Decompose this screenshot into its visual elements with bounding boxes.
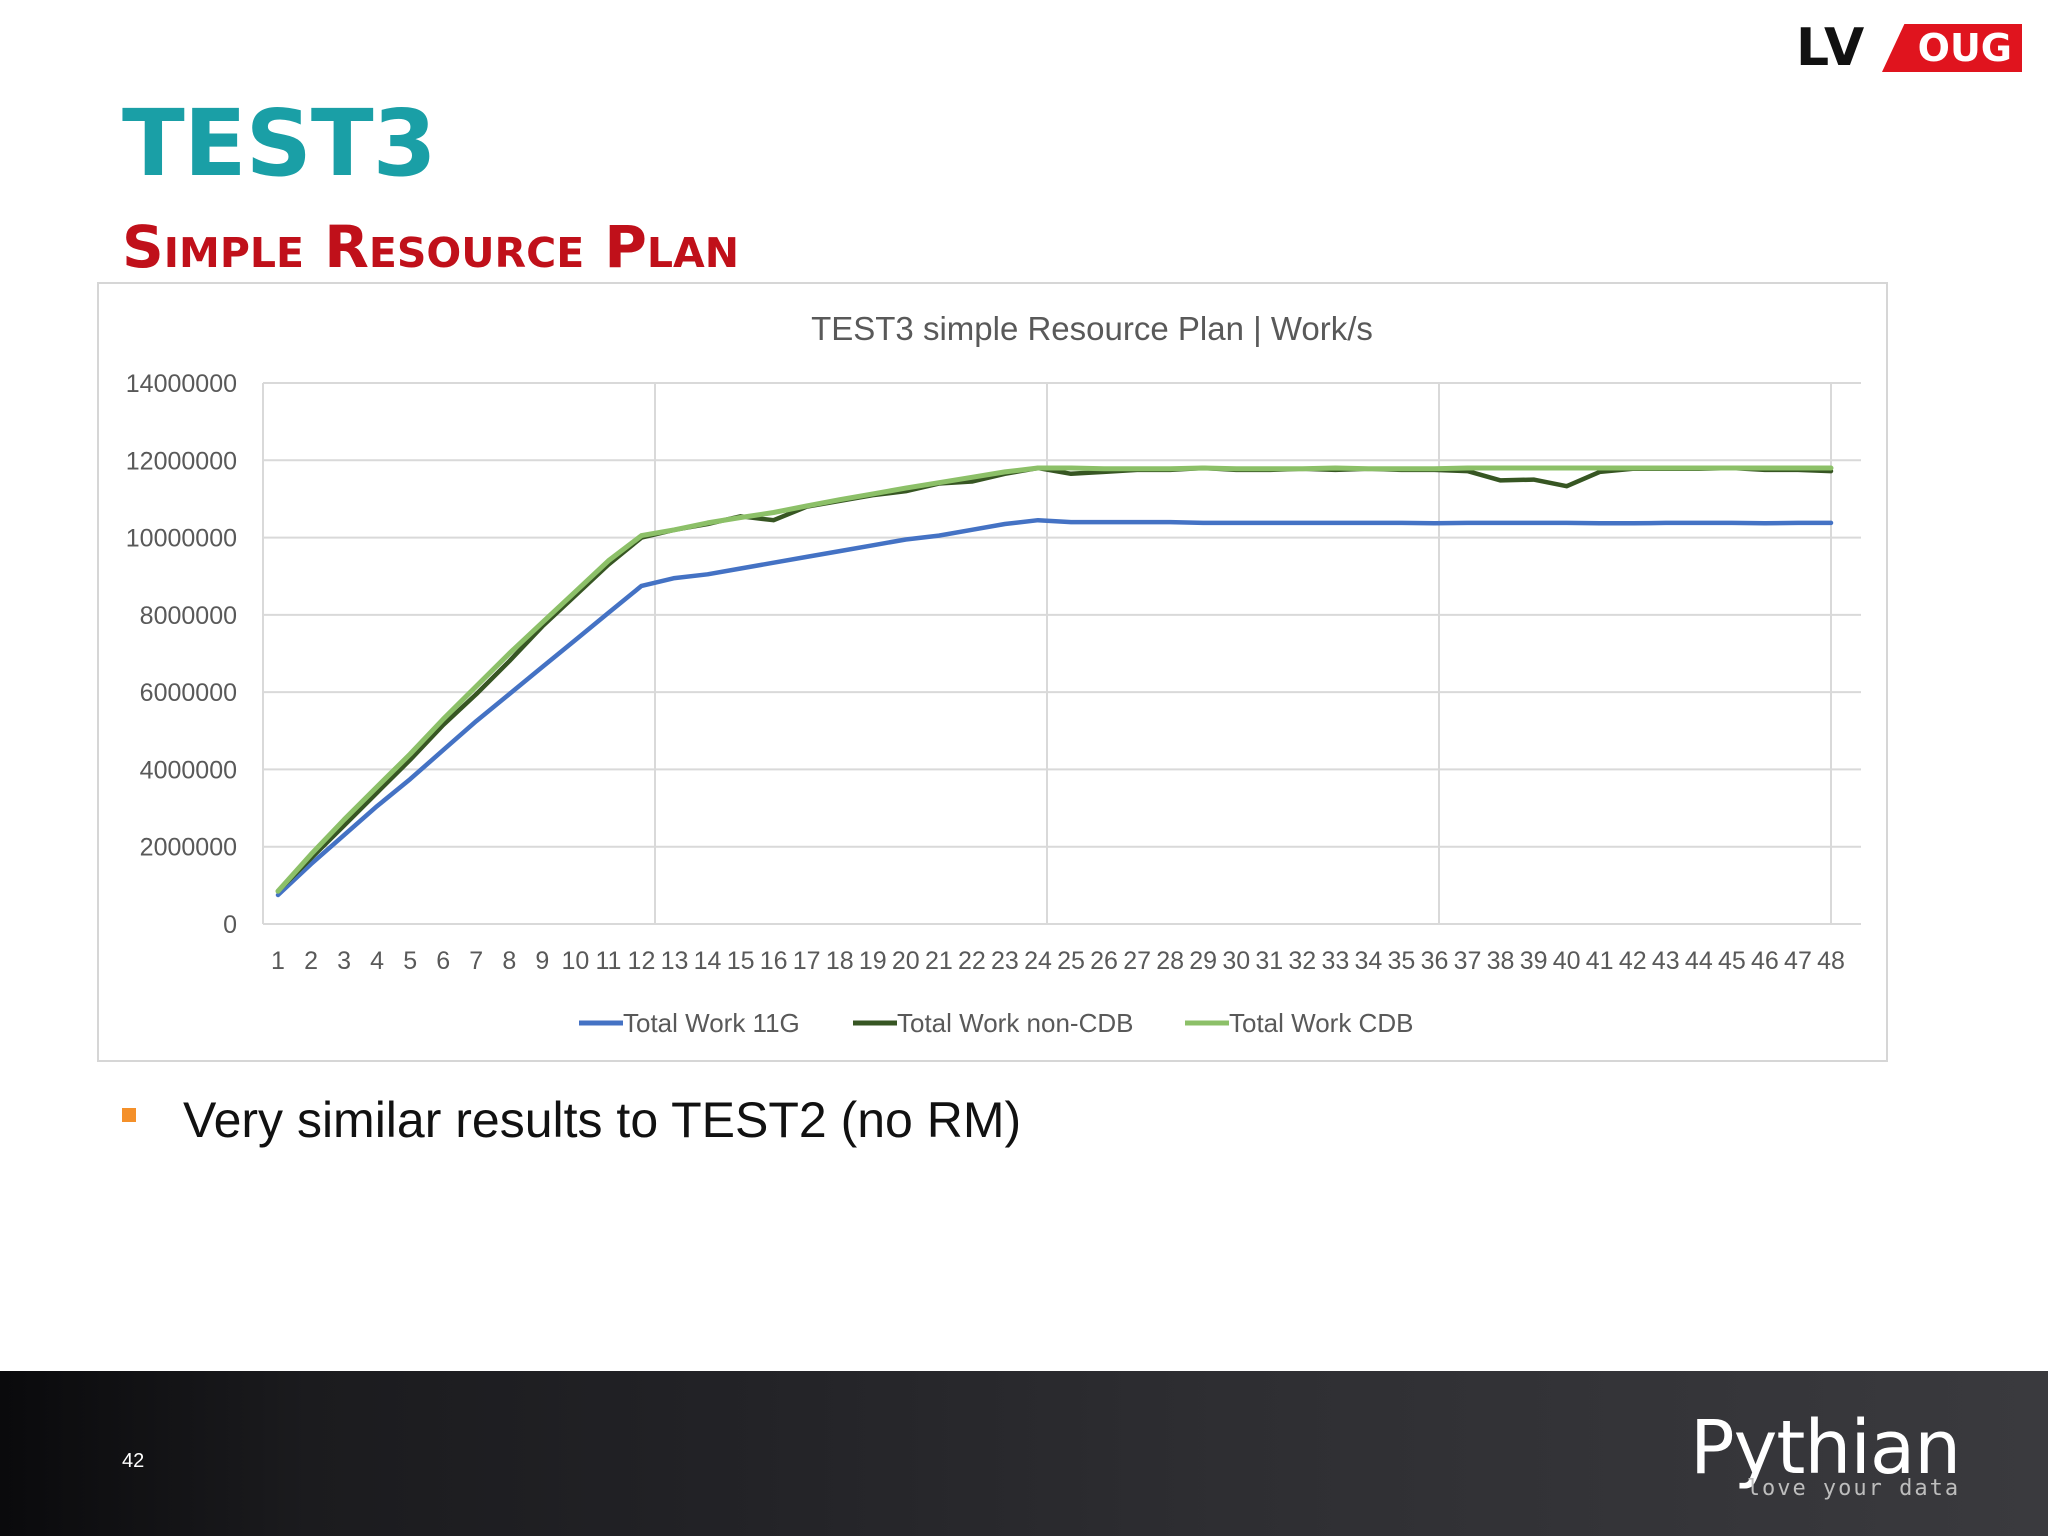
brand-tagline: love your data bbox=[1746, 1476, 1961, 1501]
page-number: 42 bbox=[122, 1450, 145, 1472]
chart-title: TEST3 simple Resource Plan | Work/s bbox=[811, 310, 1373, 347]
y-tick-label: 8000000 bbox=[140, 602, 237, 630]
x-tick-label: 27 bbox=[1123, 947, 1151, 975]
logo-oug-text: OUG bbox=[1882, 24, 2022, 72]
x-tick-label: 35 bbox=[1388, 947, 1416, 975]
x-tick-label: 22 bbox=[958, 947, 986, 975]
x-tick-label: 41 bbox=[1586, 947, 1614, 975]
slide-title: TEST3 bbox=[122, 90, 437, 197]
x-tick-label: 21 bbox=[925, 947, 953, 975]
y-tick-label: 14000000 bbox=[126, 370, 237, 398]
x-tick-label: 6 bbox=[436, 947, 450, 975]
x-tick-label: 42 bbox=[1619, 947, 1647, 975]
x-tick-label: 48 bbox=[1817, 947, 1845, 975]
x-tick-label: 30 bbox=[1222, 947, 1250, 975]
x-tick-label: 13 bbox=[661, 947, 689, 975]
x-tick-label: 23 bbox=[991, 947, 1019, 975]
y-tick-label: 0 bbox=[223, 911, 237, 939]
x-tick-label: 25 bbox=[1057, 947, 1085, 975]
brand-name: Pythian bbox=[1690, 1405, 1961, 1491]
x-tick-label: 29 bbox=[1189, 947, 1217, 975]
x-tick-label: 37 bbox=[1454, 947, 1482, 975]
footer-bar bbox=[0, 1371, 2048, 1536]
x-tick-label: 11 bbox=[595, 947, 621, 975]
x-tick-label: 19 bbox=[859, 947, 887, 975]
y-tick-label: 10000000 bbox=[126, 525, 237, 553]
x-tick-label: 44 bbox=[1685, 947, 1713, 975]
x-tick-label: 12 bbox=[628, 947, 656, 975]
x-tick-label: 43 bbox=[1652, 947, 1680, 975]
x-tick-label: 39 bbox=[1520, 947, 1548, 975]
x-tick-label: 34 bbox=[1354, 947, 1382, 975]
x-tick-label: 10 bbox=[561, 947, 589, 975]
series-line bbox=[275, 517, 1834, 898]
x-tick-label: 31 bbox=[1255, 947, 1283, 975]
x-tick-label: 45 bbox=[1718, 947, 1746, 975]
x-tick-label: 3 bbox=[337, 947, 351, 975]
x-tick-label: 14 bbox=[694, 947, 722, 975]
x-tick-label: 28 bbox=[1156, 947, 1184, 975]
x-tick-label: 5 bbox=[403, 947, 417, 975]
x-tick-label: 24 bbox=[1024, 947, 1052, 975]
chart-container: TEST3 simple Resource Plan | Work/s 0 2000… bbox=[97, 282, 1888, 1062]
y-tick-label: 6000000 bbox=[140, 679, 237, 707]
x-tick-label: 38 bbox=[1487, 947, 1515, 975]
line-chart: TEST3 simple Resource Plan | Work/s 0 2000… bbox=[126, 310, 1861, 1038]
y-tick-label: 4000000 bbox=[140, 756, 237, 784]
x-tick-label: 4 bbox=[370, 947, 384, 975]
x-tick-label: 47 bbox=[1784, 947, 1812, 975]
x-tick-label: 18 bbox=[826, 947, 854, 975]
x-tick-label: 40 bbox=[1553, 947, 1581, 975]
x-tick-label: 16 bbox=[760, 947, 788, 975]
x-tick-label: 32 bbox=[1288, 947, 1316, 975]
series-line bbox=[275, 465, 1834, 894]
x-tick-label: 15 bbox=[727, 947, 755, 975]
pythian-logo: Pythian love your data bbox=[1690, 1405, 1961, 1501]
x-tick-label: 46 bbox=[1751, 947, 1779, 975]
x-tick-label: 8 bbox=[502, 947, 516, 975]
legend-label: Total Work 11G bbox=[623, 1008, 800, 1038]
y-tick-label: 12000000 bbox=[126, 447, 237, 475]
x-tick-label: 26 bbox=[1090, 947, 1118, 975]
x-tick-label: 20 bbox=[892, 947, 920, 975]
x-tick-label: 1 bbox=[271, 947, 285, 975]
logo-lv-text: LV bbox=[1796, 18, 1867, 78]
y-tick-label: 2000000 bbox=[140, 834, 237, 862]
bullet-text: Very similar results to TEST2 (no RM) bbox=[183, 1092, 1022, 1148]
x-tick-label: 17 bbox=[793, 947, 821, 975]
x-tick-label: 7 bbox=[469, 947, 483, 975]
legend-label: Total Work non-CDB bbox=[897, 1008, 1134, 1038]
series-line bbox=[275, 465, 1834, 894]
bullet-marker bbox=[122, 1108, 136, 1122]
x-tick-label: 9 bbox=[535, 947, 549, 975]
x-tick-label: 2 bbox=[304, 947, 318, 975]
lvoug-logo: LV OUG bbox=[1796, 18, 2024, 78]
slide-subtitle: Simple Resource Plan bbox=[122, 213, 740, 281]
x-tick-label: 33 bbox=[1321, 947, 1349, 975]
legend-label: Total Work CDB bbox=[1229, 1008, 1413, 1038]
x-tick-label: 36 bbox=[1421, 947, 1449, 975]
